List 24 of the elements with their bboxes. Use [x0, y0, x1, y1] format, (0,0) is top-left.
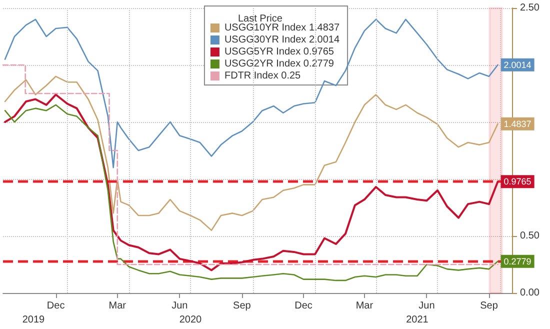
data-label: 1.4837 — [504, 118, 532, 129]
legend-label: USGG10YR Index 1.4837 — [224, 22, 340, 34]
x-tick-label: Jun — [172, 300, 188, 312]
x-tick-label: Sep — [233, 300, 252, 312]
x-tick-label: Mar — [108, 300, 127, 312]
data-label: 0.2779 — [504, 256, 532, 266]
legend-label: FDTR Index 0.25 — [224, 70, 302, 82]
legend-label: USGG30YR Index 2.0014 — [224, 34, 340, 46]
x-tick-label: Jun — [418, 300, 435, 312]
legend-label: USGG5YR Index 0.9765 — [224, 46, 334, 58]
x2-tick-label: 2019 — [22, 314, 46, 326]
x-tick-label: Mar — [356, 300, 374, 312]
x2-tick-label: 2020 — [179, 314, 202, 326]
data-label: 2.0014 — [504, 60, 532, 70]
legend-title: Last Price — [238, 14, 283, 24]
y-tick-label: 0.50 — [520, 230, 540, 242]
x2-tick-label: 2021 — [406, 314, 429, 326]
x-tick-label: Dec — [46, 300, 65, 312]
x-tick-label: Sep — [480, 300, 498, 312]
legend-label: USGG2YR Index 0.2779 — [224, 58, 334, 70]
y-tick-label: 2.50 — [520, 2, 540, 14]
data-label: 0.9765 — [504, 176, 532, 187]
x-tick-label: Dec — [294, 300, 312, 312]
y-tick-label: 0.00 — [520, 288, 540, 298]
